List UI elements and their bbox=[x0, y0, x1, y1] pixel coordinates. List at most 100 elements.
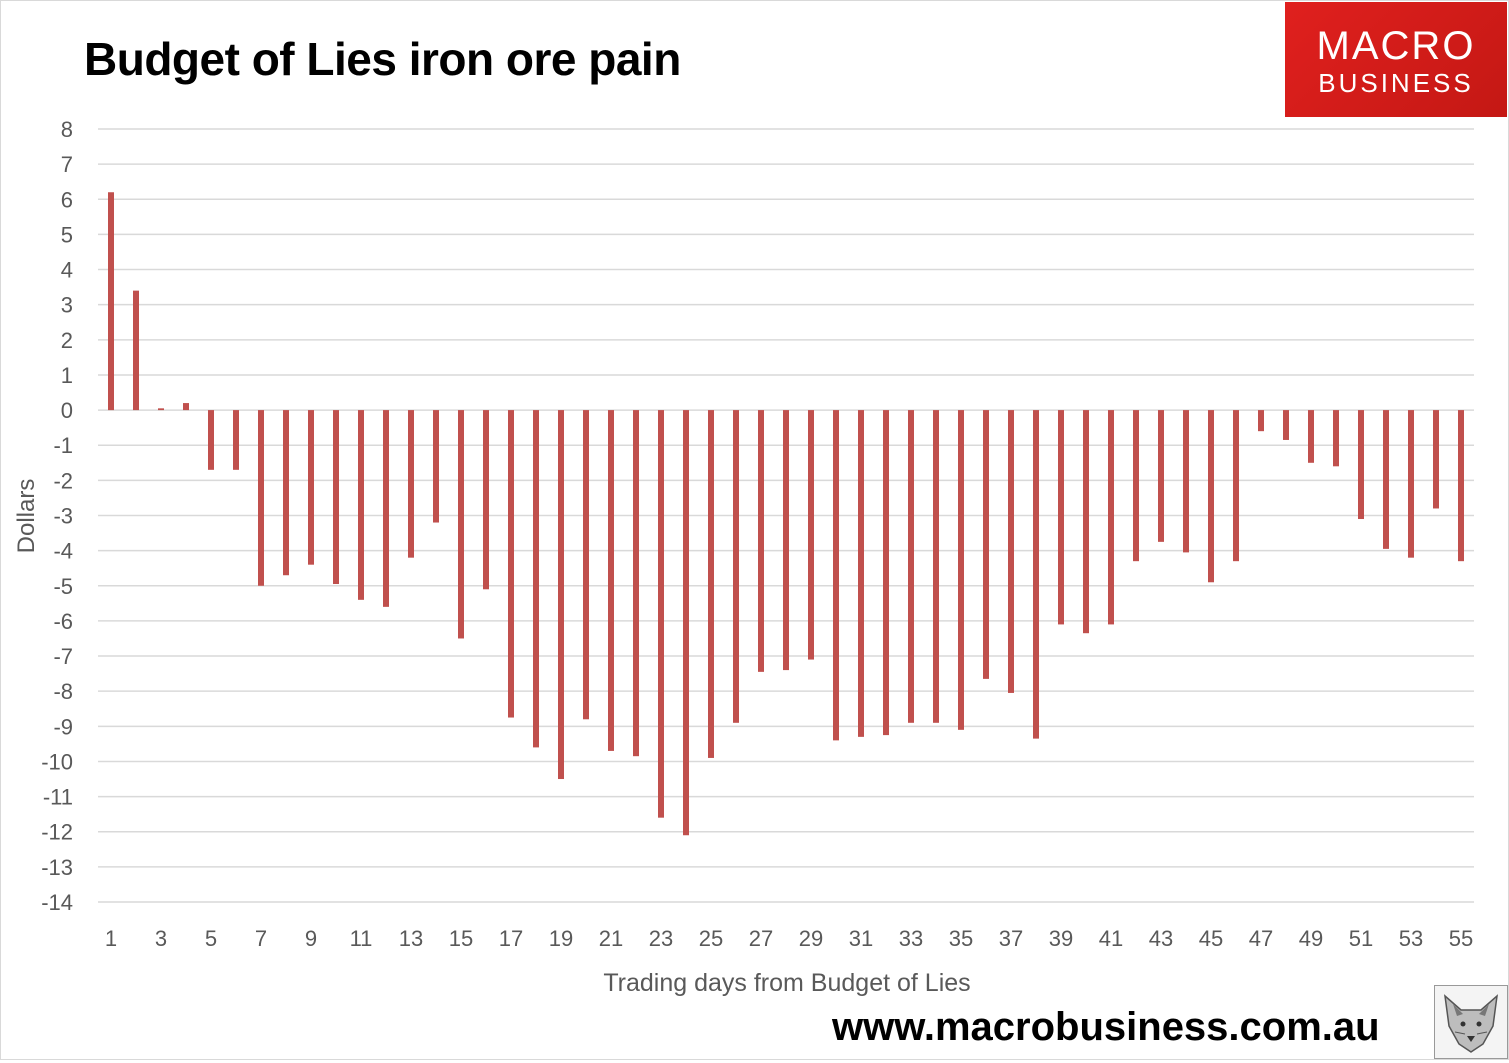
bar-day-20 bbox=[583, 410, 589, 720]
bar-day-39 bbox=[1058, 410, 1064, 625]
bar-day-2 bbox=[133, 290, 139, 411]
bar-day-35 bbox=[958, 410, 964, 730]
bar-day-11 bbox=[358, 410, 364, 600]
bar-day-19 bbox=[558, 410, 564, 780]
x-tick-label: 29 bbox=[799, 926, 823, 951]
bar-day-1 bbox=[108, 192, 114, 411]
x-tick-label: 21 bbox=[599, 926, 623, 951]
x-tick-label: 23 bbox=[649, 926, 673, 951]
x-axis-label: Trading days from Budget of Lies bbox=[603, 969, 970, 997]
x-tick-label: 7 bbox=[255, 926, 267, 951]
y-tick-label: -11 bbox=[43, 785, 73, 810]
y-tick-label: -1 bbox=[53, 433, 73, 458]
x-tick-label: 9 bbox=[305, 926, 317, 951]
bar-day-4 bbox=[183, 403, 189, 411]
x-tick-label: 49 bbox=[1299, 926, 1323, 951]
x-tick-label: 39 bbox=[1049, 926, 1073, 951]
bar-day-17 bbox=[508, 410, 514, 718]
bar-day-24 bbox=[683, 410, 689, 836]
bar-day-10 bbox=[333, 410, 339, 585]
x-tick-label: 13 bbox=[399, 926, 423, 951]
x-tick-label: 25 bbox=[699, 926, 723, 951]
x-tick-label: 15 bbox=[449, 926, 473, 951]
bar-day-27 bbox=[758, 410, 764, 672]
y-tick-label: -3 bbox=[53, 504, 73, 529]
y-tick-label: 1 bbox=[61, 363, 73, 388]
bar-day-52 bbox=[1383, 410, 1389, 549]
y-tick-label: -2 bbox=[53, 468, 73, 493]
y-tick-label: -12 bbox=[41, 820, 73, 845]
logo-text-business: BUSINESS bbox=[1318, 68, 1474, 98]
x-tick-label: 33 bbox=[899, 926, 923, 951]
bar-day-48 bbox=[1283, 410, 1289, 440]
x-axis-ticks: 1 3 5 7 9 11 13 15 17 19 21 23 25 27 29 31 33 35 37 39 41 43 4… bbox=[105, 926, 1473, 951]
bar-day-33 bbox=[908, 410, 914, 723]
y-tick-label: -9 bbox=[53, 714, 73, 739]
y-tick-label: 4 bbox=[61, 258, 73, 283]
bar-day-9 bbox=[308, 410, 314, 565]
bar-day-18 bbox=[533, 410, 539, 748]
y-tick-label: 7 bbox=[61, 152, 73, 177]
y-tick-label: 0 bbox=[61, 398, 73, 423]
x-tick-label: 51 bbox=[1349, 926, 1373, 951]
y-tick-label: 3 bbox=[61, 293, 73, 318]
bar-day-3 bbox=[158, 408, 164, 411]
y-tick-label: -4 bbox=[53, 539, 73, 564]
bar-day-43 bbox=[1158, 410, 1164, 542]
x-tick-label: 19 bbox=[549, 926, 573, 951]
bar-day-28 bbox=[783, 410, 789, 671]
x-tick-label: 31 bbox=[849, 926, 873, 951]
bar-day-31 bbox=[858, 410, 864, 737]
chart-title: Budget of Lies iron ore pain bbox=[84, 33, 681, 85]
x-tick-label: 53 bbox=[1399, 926, 1423, 951]
bar-day-49 bbox=[1308, 410, 1314, 463]
bar-day-16 bbox=[483, 410, 489, 590]
x-tick-label: 47 bbox=[1249, 926, 1273, 951]
bar-day-22 bbox=[633, 410, 639, 757]
bar-day-25 bbox=[708, 410, 714, 758]
y-tick-label: 6 bbox=[61, 187, 73, 212]
x-tick-label: 5 bbox=[205, 926, 217, 951]
macrobusiness-logo: MACRO BUSINESS bbox=[1285, 2, 1507, 117]
y-tick-label: -6 bbox=[53, 609, 73, 634]
logo-text-macro: MACRO bbox=[1316, 24, 1476, 68]
bar-day-51 bbox=[1358, 410, 1364, 520]
y-tick-label: -13 bbox=[41, 855, 73, 880]
x-tick-label: 11 bbox=[350, 926, 373, 951]
y-tick-label: 2 bbox=[61, 328, 73, 353]
bar-day-54 bbox=[1433, 410, 1439, 509]
x-tick-label: 45 bbox=[1199, 926, 1223, 951]
y-tick-label: 8 bbox=[61, 117, 73, 142]
y-tick-label: -14 bbox=[41, 890, 73, 915]
bar-day-37 bbox=[1008, 410, 1014, 693]
bar-day-53 bbox=[1408, 410, 1414, 558]
x-tick-label: 35 bbox=[949, 926, 973, 951]
bar-day-14 bbox=[433, 410, 439, 523]
x-tick-label: 37 bbox=[999, 926, 1023, 951]
bar-day-30 bbox=[833, 410, 839, 741]
bar-day-21 bbox=[608, 410, 614, 751]
bar-day-13 bbox=[408, 410, 414, 558]
y-tick-label: -10 bbox=[41, 749, 73, 774]
y-tick-label: -5 bbox=[53, 574, 73, 599]
bar-day-32 bbox=[883, 410, 889, 736]
x-tick-label: 55 bbox=[1449, 926, 1473, 951]
bar-day-44 bbox=[1183, 410, 1189, 553]
bar-day-50 bbox=[1333, 410, 1339, 467]
x-tick-label: 1 bbox=[105, 926, 117, 951]
bar-day-23 bbox=[658, 410, 664, 818]
bar-day-41 bbox=[1108, 410, 1114, 625]
y-tick-label: -8 bbox=[53, 679, 73, 704]
x-tick-label: 41 bbox=[1099, 926, 1123, 951]
footer-url[interactable]: www.macrobusiness.com.au bbox=[832, 1005, 1380, 1049]
bar-day-8 bbox=[283, 410, 289, 576]
y-tick-label: 5 bbox=[61, 222, 73, 247]
bar-day-40 bbox=[1083, 410, 1089, 634]
bar-day-29 bbox=[808, 410, 814, 660]
bar-day-42 bbox=[1133, 410, 1139, 562]
bar-day-55 bbox=[1458, 410, 1464, 562]
y-tick-label: -7 bbox=[53, 644, 73, 669]
y-axis-label: Dollars bbox=[13, 479, 40, 554]
y-axis-ticks: 8 7 6 5 4 3 2 1 0 -1 -2 -3 -4 -5 -6 -7 -8 -9 -10 -11 -12 -13 -… bbox=[41, 117, 73, 915]
